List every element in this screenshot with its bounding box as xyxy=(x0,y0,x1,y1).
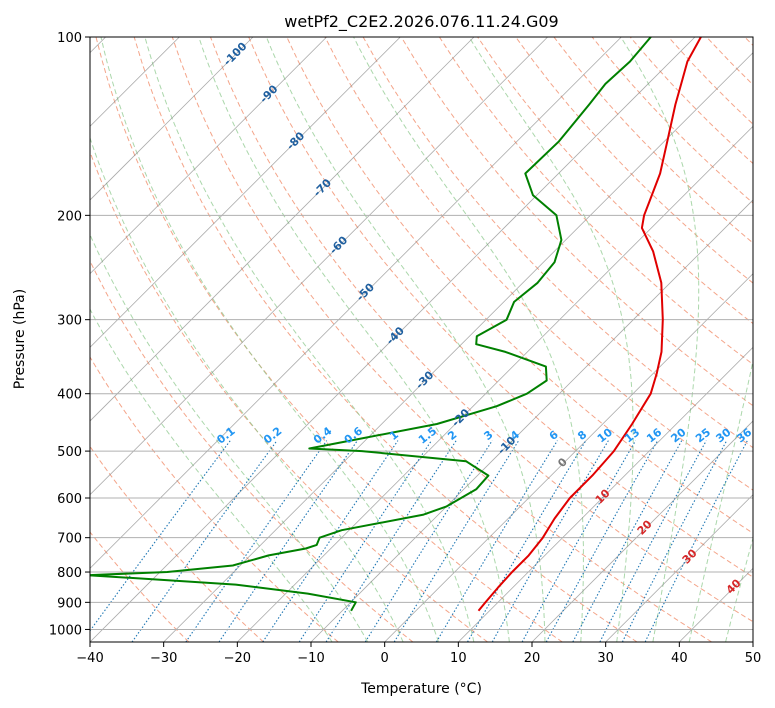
moist-adiabats xyxy=(90,37,753,642)
moist-adiabat-line xyxy=(90,308,333,642)
y-tick-label: 1000 xyxy=(49,623,82,638)
x-axis: −40 −30 −20 −10 0 10 20 30 40 50 xyxy=(76,642,761,666)
x-tick-label: 50 xyxy=(745,651,762,666)
mixing-ratio-line xyxy=(218,440,358,642)
x-tick-label: −30 xyxy=(150,651,177,666)
isotherm-line xyxy=(605,494,753,642)
isotherm-line xyxy=(237,125,753,642)
y-axis: 100 200 300 400 500 600 700 800 900 1000 xyxy=(49,31,90,638)
mixing-ratio-line xyxy=(262,440,399,642)
moist-adiabat-line xyxy=(620,37,700,642)
mixing-ratio-line xyxy=(298,440,432,642)
mixing-ratio-line xyxy=(621,440,728,642)
isotherm-line xyxy=(384,273,753,642)
moist-adiabat-line xyxy=(144,37,475,642)
dry-adiabat-line xyxy=(90,150,488,642)
y-tick-label: 600 xyxy=(57,492,82,507)
dewpoint-line xyxy=(90,37,652,612)
x-tick-label: −20 xyxy=(224,651,251,666)
isotherm-line xyxy=(531,420,753,642)
moist-adiabat-line xyxy=(468,37,634,642)
chart-title: wetPf2_C2E2.2026.076.11.24.G09 xyxy=(284,12,558,32)
y-tick-label: 800 xyxy=(57,566,82,581)
x-tick-label: −10 xyxy=(297,651,324,666)
mixing-ratio-label: 36 xyxy=(734,425,754,445)
y-tick-label: 100 xyxy=(57,31,82,46)
mixing-ratio-line xyxy=(325,440,457,642)
isotherm-line xyxy=(90,37,548,496)
x-tick-label: −40 xyxy=(76,651,103,666)
mixing-ratio-line xyxy=(599,440,707,642)
moist-adiabat-line xyxy=(725,536,753,642)
y-tick-label: 400 xyxy=(57,388,82,403)
isotherm-line xyxy=(90,37,475,422)
dry-adiabat-line xyxy=(90,356,339,642)
y-tick-label: 500 xyxy=(57,445,82,460)
y-tick-label: 700 xyxy=(57,532,82,547)
isotherm-line xyxy=(90,37,401,348)
isotherm-line xyxy=(310,199,753,642)
mixing-ratio-line xyxy=(572,440,683,642)
dry-adiabat-line xyxy=(95,37,563,642)
dry-adiabat-line xyxy=(400,37,753,407)
dry-adiabat-line xyxy=(133,37,638,642)
y-axis-label: Pressure (hPa) xyxy=(12,289,28,389)
mixing-ratio-line xyxy=(467,440,587,642)
temperature-line xyxy=(477,37,702,612)
mixing-ratio-line xyxy=(364,440,493,642)
dry-adiabat-line xyxy=(90,531,190,642)
x-axis-label: Temperature (°C) xyxy=(360,681,482,697)
x-tick-label: 20 xyxy=(524,651,541,666)
x-tick-label: 10 xyxy=(450,651,467,666)
pressure-gridlines xyxy=(90,37,753,630)
isotherm-line xyxy=(458,346,753,642)
mixing-ratio-line xyxy=(185,440,328,642)
isotherm-line xyxy=(90,37,696,642)
dry-adiabat-line xyxy=(515,37,753,284)
isotherm-line xyxy=(752,641,753,642)
plot-area: -100-90-80-70-60-50-40-30-20-100.1 0.2 0.4… xyxy=(90,37,754,642)
moist-adiabat-line xyxy=(100,37,439,642)
y-tick-label: 300 xyxy=(57,314,82,329)
profile-series xyxy=(90,37,702,612)
x-tick-label: 30 xyxy=(597,651,614,666)
dry-adiabat-line xyxy=(90,445,264,642)
moist-adiabat-line xyxy=(90,136,404,642)
isotherm-line xyxy=(90,37,327,275)
y-tick-label: 200 xyxy=(57,209,82,224)
moist-adiabat-line xyxy=(265,37,546,642)
x-tick-label: 0 xyxy=(381,651,389,666)
mixing-ratio-line xyxy=(435,440,558,642)
dry-adiabat-line xyxy=(248,37,753,578)
dry-adiabat-line xyxy=(171,37,712,642)
dry-adiabat-line xyxy=(324,37,753,491)
moist-adiabat-line xyxy=(198,37,510,642)
isotherm-line xyxy=(90,37,622,569)
mixing-ratio-lines xyxy=(90,440,748,642)
y-tick-label: 900 xyxy=(57,596,82,611)
x-tick-label: 40 xyxy=(671,651,688,666)
isotherm-line xyxy=(90,37,254,201)
dry-adiabat-line xyxy=(438,37,753,366)
dry-adiabat-line xyxy=(210,37,753,623)
moist-adiabat-line xyxy=(353,37,584,642)
plot-frame xyxy=(89,36,754,643)
moist-adiabat-line xyxy=(688,358,753,642)
mixing-ratio-line xyxy=(393,440,520,642)
